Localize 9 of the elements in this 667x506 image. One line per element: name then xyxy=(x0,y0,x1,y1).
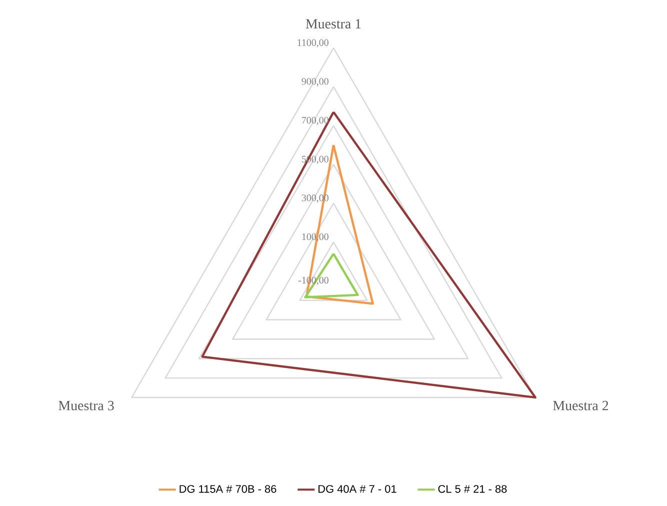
spoke-label: Muestra 2 xyxy=(553,400,608,410)
y-tick-label: 900,00 xyxy=(302,78,328,86)
legend-label: CL 5 # 21 - 88 xyxy=(438,485,507,493)
legend-label: DG 115A # 70B - 86 xyxy=(180,485,276,493)
legend-label: DG 40A # 7 - 01 xyxy=(318,485,396,493)
spoke-label: Muestra 1 xyxy=(306,19,361,28)
y-tick-label: 700,00 xyxy=(302,116,328,126)
spoke-label: Muestra 3 xyxy=(58,400,114,410)
y-tick-label: 1100,00 xyxy=(298,39,328,48)
